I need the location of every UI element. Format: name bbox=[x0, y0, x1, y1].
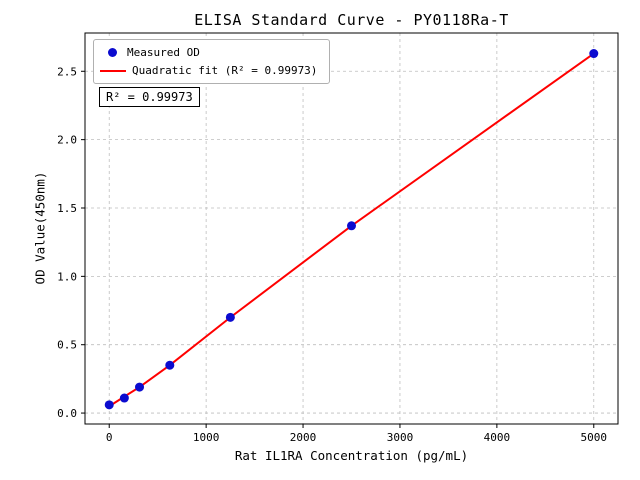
data-point bbox=[165, 360, 175, 370]
y-tick-label: 1.0 bbox=[57, 270, 77, 283]
y-tick-label: 2.0 bbox=[57, 134, 77, 147]
data-point bbox=[135, 382, 145, 392]
y-axis-label: OD Value(450nm) bbox=[32, 171, 48, 285]
legend-item-measured-od: Measured OD bbox=[100, 46, 317, 59]
scatter-marker-icon bbox=[108, 48, 117, 57]
x-axis-label: Rat IL1RA Concentration (pg/mL) bbox=[234, 448, 469, 463]
data-point bbox=[104, 400, 114, 410]
y-tick-label: 1.5 bbox=[57, 202, 77, 215]
x-tick-label: 2000 bbox=[290, 431, 317, 444]
line-marker-icon bbox=[100, 69, 126, 72]
y-tick-label: 2.5 bbox=[57, 65, 77, 78]
y-tick-label: 0.5 bbox=[57, 339, 77, 352]
x-tick-label: 4000 bbox=[484, 431, 511, 444]
data-point bbox=[119, 393, 129, 403]
data-point bbox=[589, 49, 599, 59]
y-tick-label: 0.0 bbox=[57, 407, 77, 420]
legend-item-quadratic-fit: Quadratic fit (R² = 0.99973) bbox=[100, 64, 317, 77]
legend-label-measured-od: Measured OD bbox=[127, 46, 200, 59]
x-tick-label: 1000 bbox=[193, 431, 220, 444]
legend: Measured OD Quadratic fit (R² = 0.99973) bbox=[93, 39, 331, 84]
x-tick-label: 0 bbox=[106, 431, 113, 444]
plot-frame bbox=[84, 32, 619, 425]
legend-label-quadratic-fit: Quadratic fit (R² = 0.99973) bbox=[132, 64, 318, 77]
r-squared-annotation: R² = 0.99973 bbox=[99, 87, 200, 107]
data-point bbox=[347, 221, 356, 231]
x-tick-label: 5000 bbox=[581, 431, 608, 444]
chart-title: ELISA Standard Curve - PY0118Ra-T bbox=[194, 11, 509, 29]
x-tick-label: 3000 bbox=[387, 431, 414, 444]
data-point bbox=[225, 312, 235, 322]
